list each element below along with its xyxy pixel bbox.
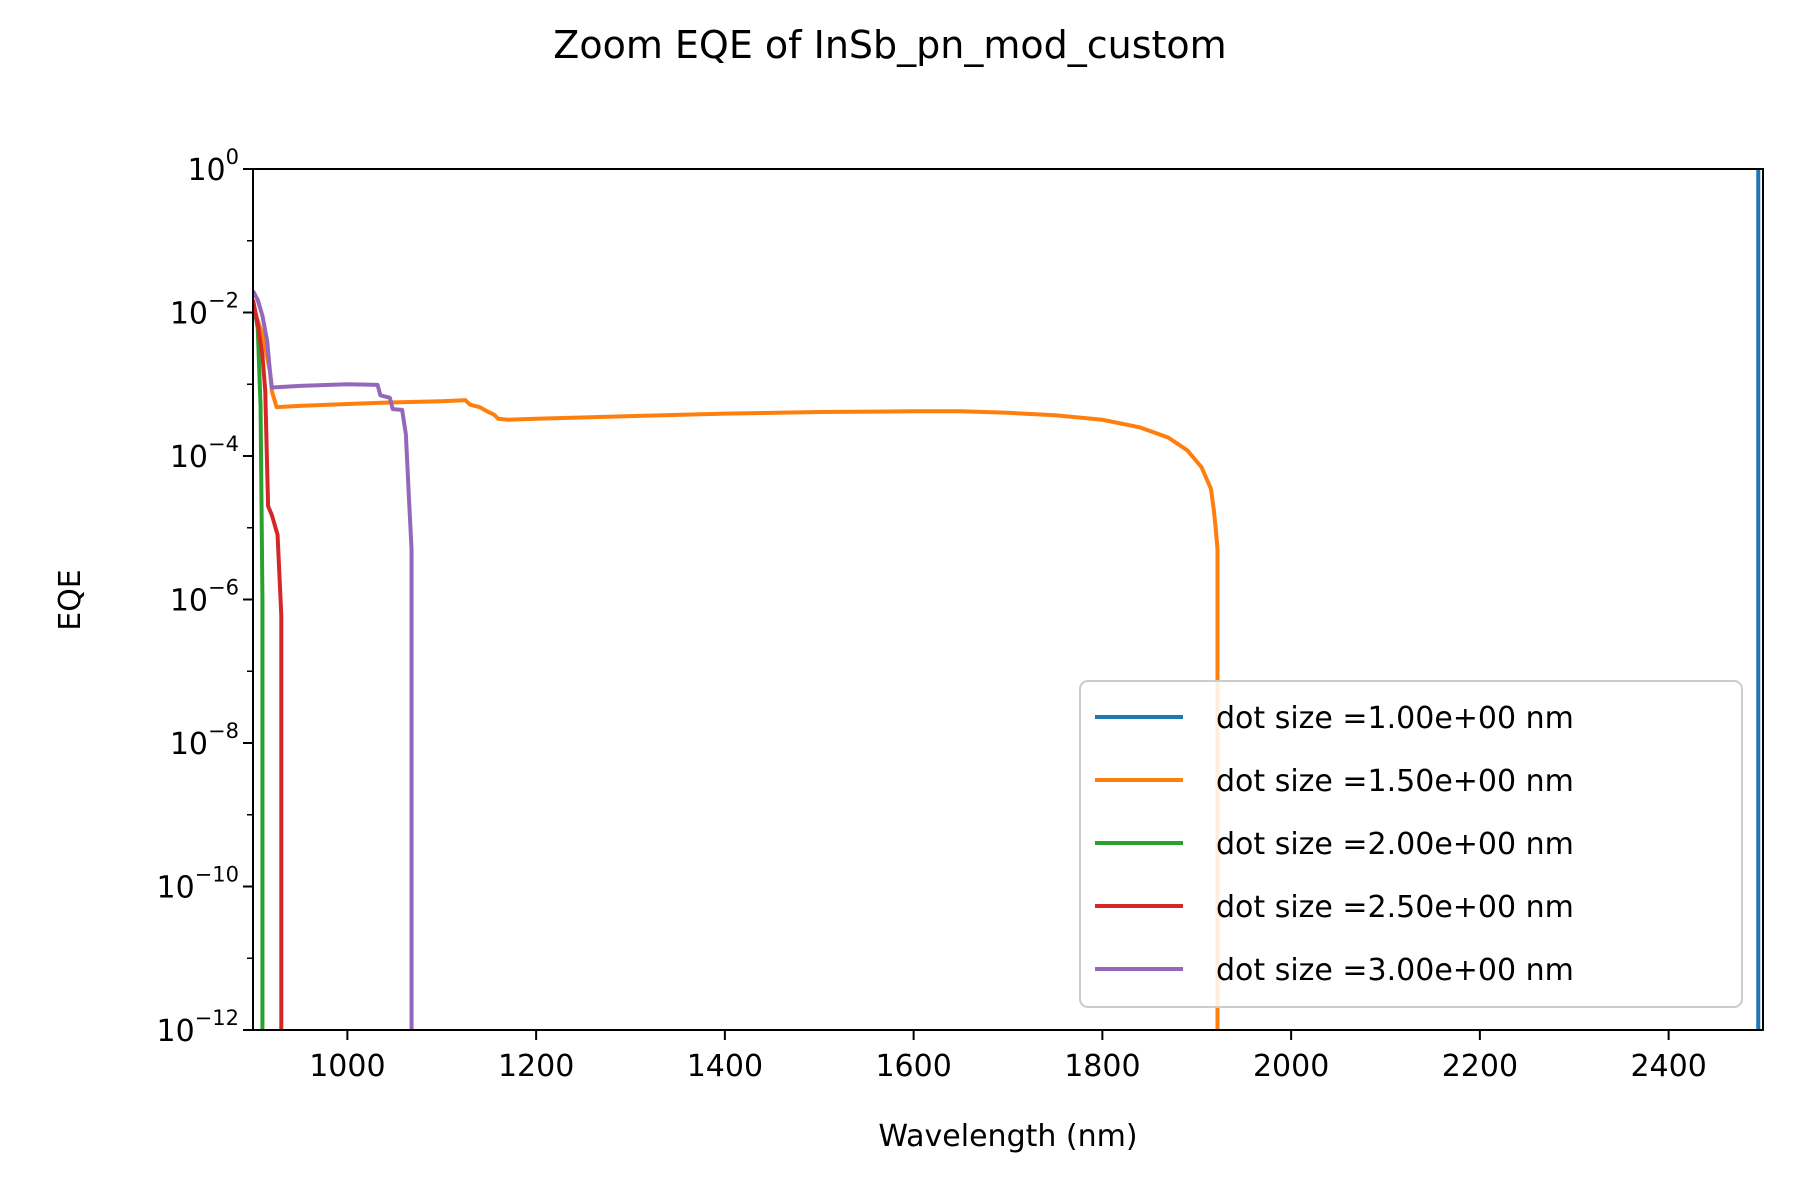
y-tick-label: 10−8 — [170, 719, 239, 762]
x-tick-label: 1400 — [687, 1049, 763, 1084]
legend-label: dot size =1.50e+00 nm — [1216, 764, 1574, 799]
legend-label: dot size =3.00e+00 nm — [1216, 953, 1574, 988]
x-axis-ticks: 1000 1200 1400 1600 1800 2000 2200 2400 — [309, 1030, 1707, 1084]
chart-title: Zoom EQE of InSb_pn_mod_custom — [553, 23, 1226, 67]
y-axis-ticks: 10−12 10−10 10−8 10−6 10−4 10−2 100 — [156, 145, 253, 1049]
x-axis-label: Wavelength (nm) — [878, 1119, 1137, 1154]
y-tick-label: 10−6 — [170, 576, 239, 619]
legend-label: dot size =2.50e+00 nm — [1216, 890, 1574, 925]
y-axis-label: EQE — [53, 569, 88, 631]
x-tick-label: 2200 — [1442, 1049, 1518, 1084]
legend-frame — [1079, 680, 1743, 1008]
y-tick-label: 10−4 — [170, 432, 239, 475]
legend: dot size =1.00e+00 nm dot size =1.50e+00 … — [1079, 680, 1743, 1008]
x-tick-label: 1200 — [498, 1049, 574, 1084]
x-tick-label: 1000 — [309, 1049, 385, 1084]
x-tick-label: 2000 — [1253, 1049, 1329, 1084]
legend-label: dot size =1.00e+00 nm — [1216, 701, 1574, 736]
series-line-2 — [253, 306, 1220, 1030]
series-line-4 — [253, 299, 284, 1030]
y-tick-label: 10−10 — [156, 863, 239, 906]
series-line-5 — [253, 289, 414, 1030]
legend-label: dot size =2.00e+00 nm — [1216, 827, 1574, 862]
y-tick-label: 10−2 — [170, 289, 239, 332]
y-tick-label: 10−12 — [156, 1006, 239, 1049]
x-tick-label: 1800 — [1064, 1049, 1140, 1084]
series-layer — [253, 169, 1761, 1030]
y-tick-label: 100 — [187, 145, 239, 188]
x-tick-label: 1600 — [875, 1049, 951, 1084]
x-tick-label: 2400 — [1630, 1049, 1706, 1084]
